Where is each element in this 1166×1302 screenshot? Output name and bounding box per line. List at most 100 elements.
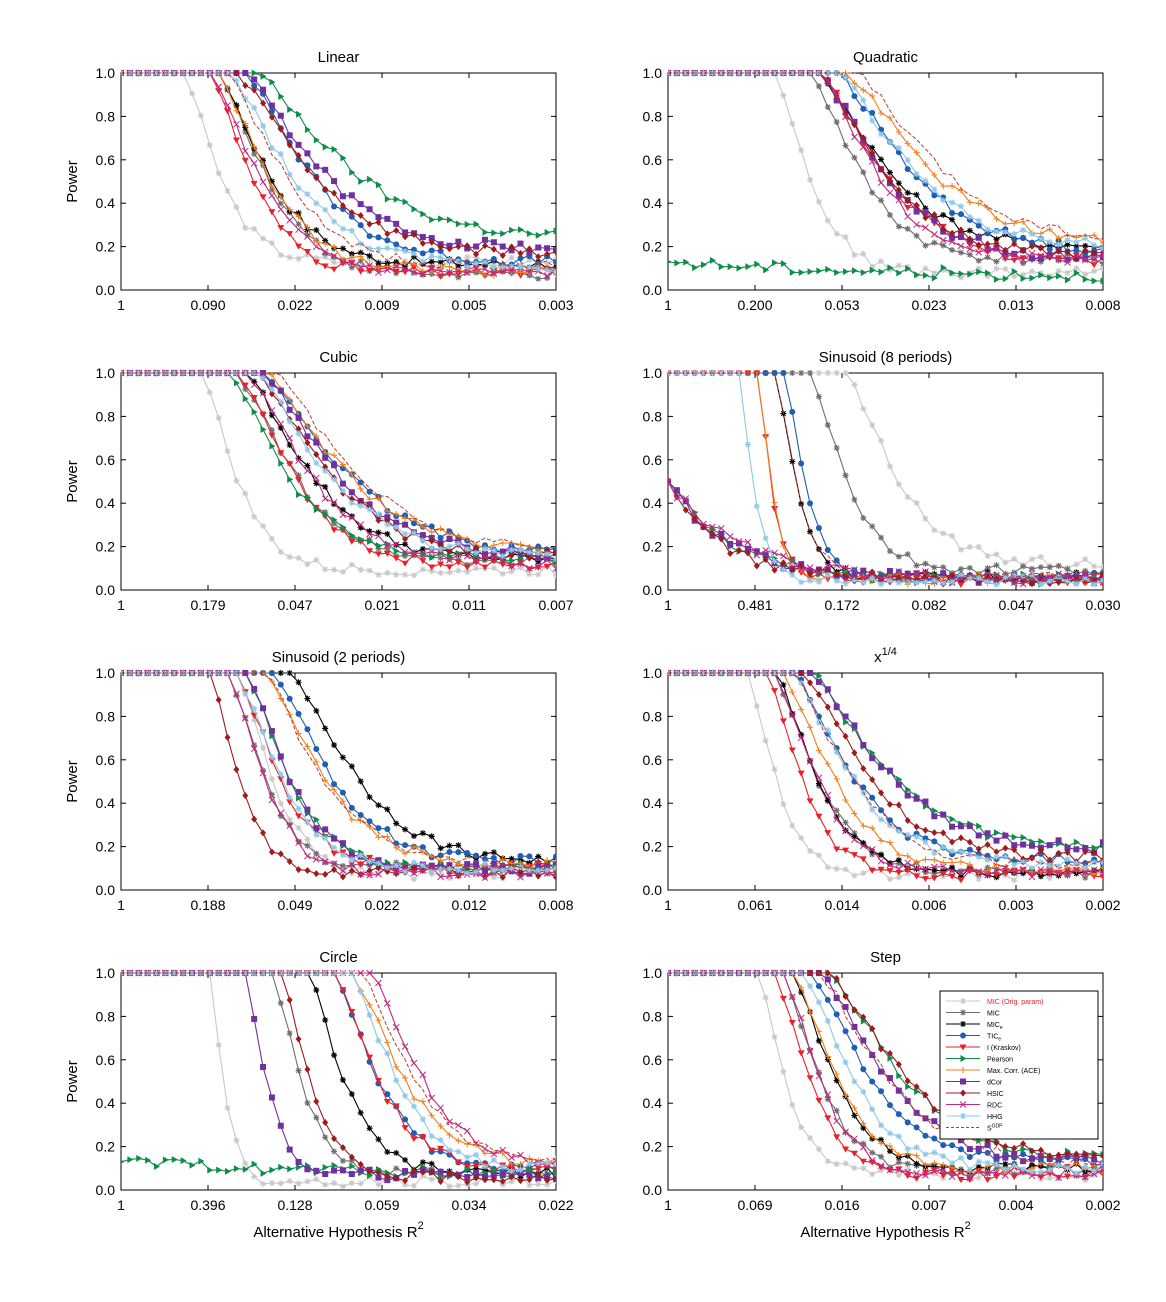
- hhg-point: [446, 865, 453, 872]
- hhg-point: [402, 530, 409, 537]
- pearson-point: [242, 395, 249, 403]
- pearson-point: [491, 229, 498, 237]
- hsic-point: [393, 1174, 400, 1182]
- mice-point: [815, 1037, 822, 1044]
- dcor-point: [331, 462, 338, 469]
- hsic-point: [268, 848, 275, 856]
- y-tick-label: 0.4: [96, 495, 116, 511]
- rdc-point: [481, 265, 489, 273]
- hsic-point: [233, 69, 240, 77]
- series-mic: [121, 370, 556, 569]
- series-line-ace: [121, 72, 556, 277]
- y-tick-label: 0.4: [96, 195, 116, 211]
- dcor-point: [304, 806, 311, 813]
- x-tick-label: 0.069: [737, 1197, 772, 1213]
- hhg-point: [931, 577, 938, 584]
- dcor-point: [348, 489, 355, 496]
- rdc-point: [1010, 579, 1018, 587]
- hsic-point: [807, 570, 814, 578]
- pearson-point: [905, 786, 912, 794]
- dcor-point: [295, 414, 302, 421]
- rdc-point: [788, 711, 796, 718]
- hhg-point: [1100, 245, 1103, 252]
- mice-point: [798, 731, 805, 738]
- mice-point: [913, 1160, 920, 1167]
- mic-point: [304, 231, 311, 238]
- ace-point: [393, 1063, 400, 1070]
- dcor-point: [913, 1109, 920, 1116]
- dcor-point: [553, 861, 556, 868]
- hhg-point: [304, 191, 311, 198]
- dcor-point: [517, 1170, 524, 1177]
- hhg-point: [135, 70, 142, 76]
- x-tick-label: 0.049: [277, 897, 312, 913]
- mic_orig-point: [886, 876, 893, 883]
- kraskov-point: [534, 1165, 542, 1172]
- hhg-point: [984, 1159, 991, 1166]
- mic-point: [833, 444, 840, 451]
- mic_orig-point: [833, 1161, 840, 1168]
- hsic-point: [886, 177, 893, 185]
- hsic-point: [771, 566, 778, 574]
- dcor-point: [833, 97, 840, 104]
- mic_orig-point: [322, 853, 329, 860]
- ace-point: [410, 1096, 417, 1103]
- hsic-point: [860, 764, 867, 772]
- dcor-point: [984, 830, 991, 837]
- hsic-point: [331, 189, 338, 197]
- pearson-point: [340, 154, 347, 162]
- panel-title: Circle: [319, 949, 357, 966]
- hsic-point: [869, 1025, 876, 1033]
- kraskov-point: [939, 1172, 947, 1179]
- kraskov-point: [357, 1033, 365, 1040]
- hsic-point: [322, 870, 329, 878]
- hhg-point: [984, 856, 991, 863]
- rdc-point: [526, 564, 533, 572]
- rdc-point: [446, 1118, 453, 1126]
- ace-point: [393, 262, 400, 269]
- mic_orig-point: [260, 235, 267, 242]
- pearson-point: [154, 1163, 161, 1171]
- tice-point: [1028, 239, 1035, 246]
- rdc-point: [1055, 570, 1062, 578]
- mic_orig-point: [339, 568, 346, 575]
- dcor-point: [357, 1167, 364, 1174]
- hsic-point: [437, 541, 444, 549]
- mic-point: [348, 862, 355, 869]
- rdc-point: [780, 552, 787, 560]
- mic-point: [966, 564, 973, 571]
- pearson-point: [322, 1163, 329, 1171]
- tice-point: [357, 812, 364, 819]
- ace-point: [1037, 1160, 1044, 1167]
- pearson-point: [958, 270, 965, 278]
- ace-point: [860, 87, 867, 94]
- mic_orig-point: [206, 142, 213, 149]
- dcor-point: [473, 1170, 480, 1177]
- mic_orig-point: [553, 572, 556, 579]
- hsic-point: [886, 800, 893, 808]
- rdc-point: [277, 205, 285, 213]
- mic-point: [295, 472, 302, 479]
- hhg-point: [860, 789, 867, 796]
- hhg-point: [473, 549, 480, 556]
- kraskov-point: [806, 1075, 814, 1082]
- series-line-sgdp: [668, 672, 1103, 870]
- ace-point: [895, 851, 902, 858]
- hhg-point: [153, 970, 160, 976]
- dcor-point: [331, 1167, 338, 1174]
- y-tick-label: 0.6: [643, 152, 663, 168]
- hhg-point: [419, 258, 426, 265]
- ace-point: [922, 161, 929, 168]
- hhg-point: [517, 1166, 524, 1173]
- mic_orig-point: [984, 273, 991, 280]
- mic_orig-point: [762, 737, 769, 744]
- hhg-point: [886, 139, 893, 146]
- mice-point: [419, 1159, 426, 1166]
- ace-point: [490, 542, 497, 549]
- pearson-point: [296, 491, 303, 499]
- mice-point: [886, 1148, 893, 1155]
- x-tick-label: 0.006: [911, 897, 946, 913]
- rdc-point: [913, 570, 920, 577]
- kraskov-point: [312, 259, 320, 266]
- tice-point: [922, 1132, 929, 1139]
